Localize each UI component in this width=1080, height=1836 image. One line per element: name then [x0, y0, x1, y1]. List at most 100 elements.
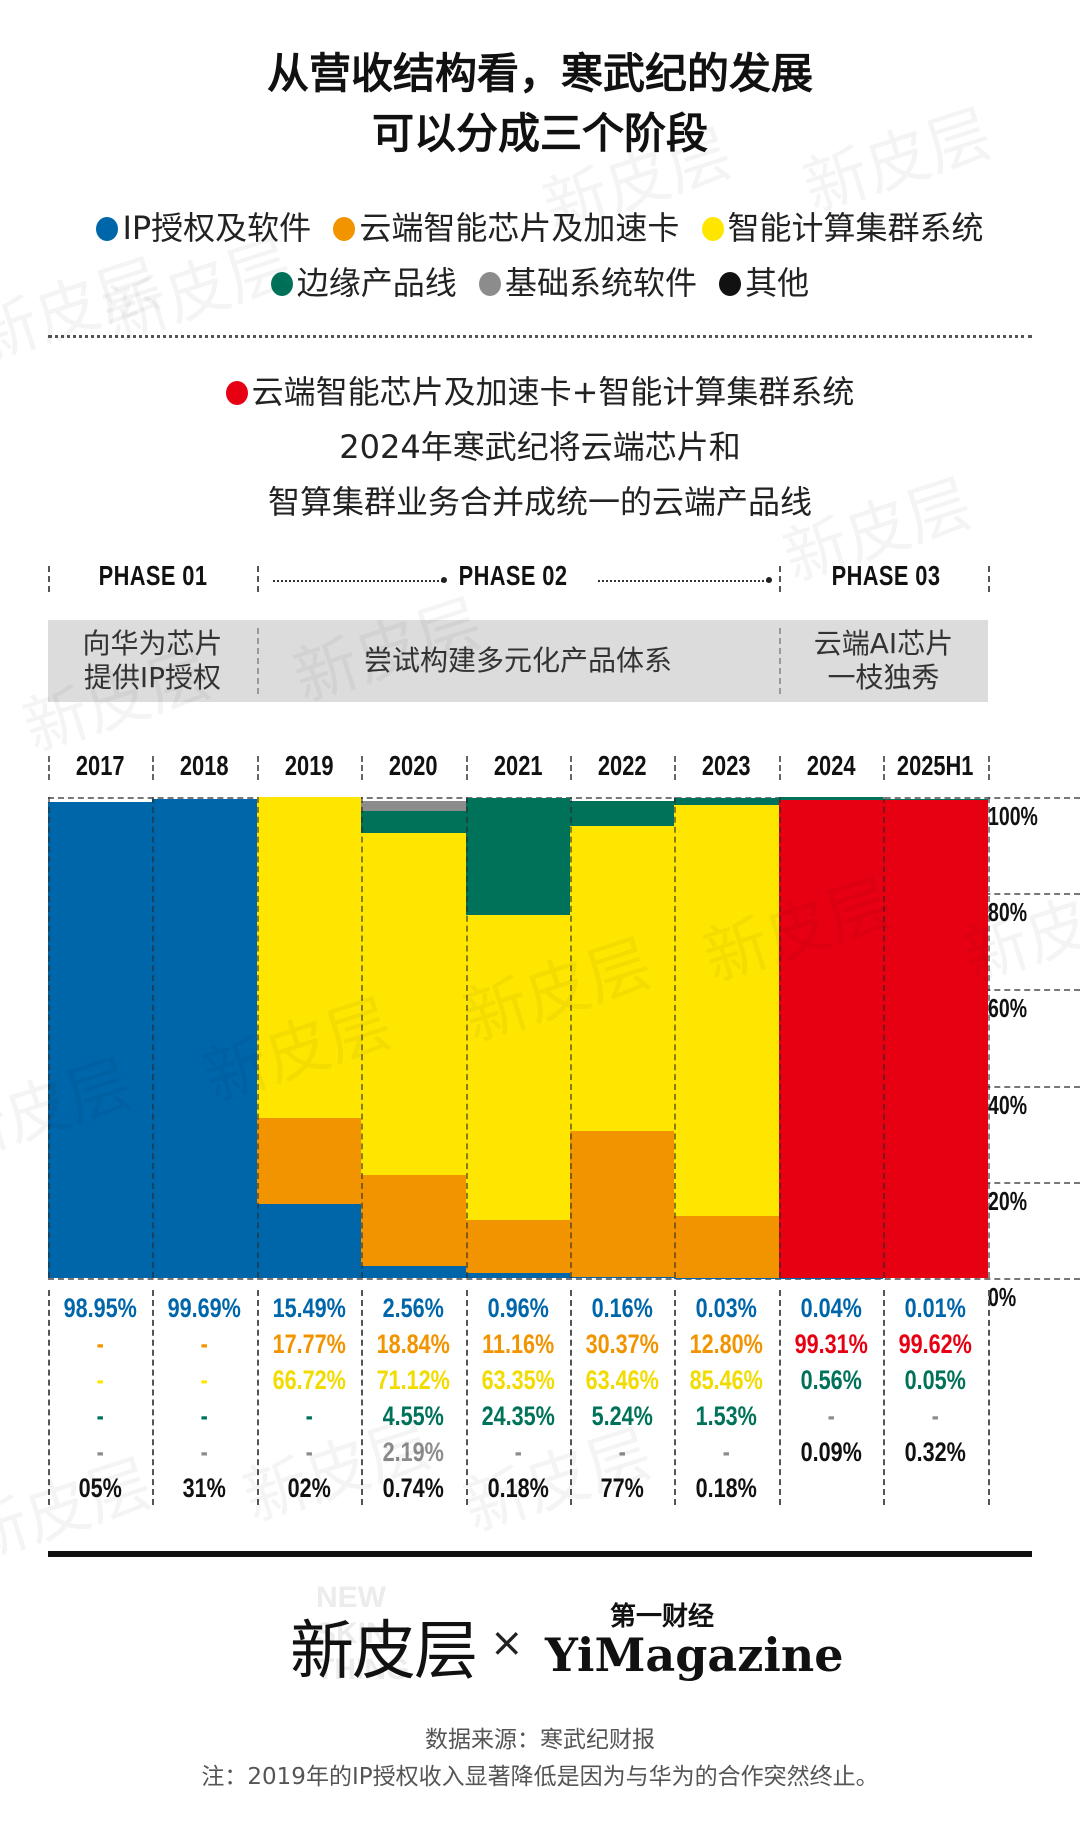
- bar-segment: [674, 805, 779, 1217]
- table-cell: -: [514, 1437, 522, 1467]
- table-column-2019: 15.49% 17.77% 66.72% - - 02%: [257, 1290, 361, 1505]
- bar-segment: [465, 1273, 570, 1278]
- data-source: 数据来源：寒武纪财报: [425, 1727, 655, 1753]
- table-cell: 5.24%: [591, 1401, 653, 1431]
- green-dot-icon: [270, 272, 293, 296]
- year-label: 2017: [75, 750, 125, 781]
- phase-tick: [257, 566, 259, 592]
- new-thing-bg-text: NEW SKIN THING: [316, 1581, 410, 1686]
- table-cell: -: [931, 1401, 939, 1431]
- orange-dot-icon: [333, 217, 356, 241]
- logos: NEW SKIN THING 新皮层 × 第一财经 YiMagazine: [0, 1580, 1080, 1690]
- table-cell: 71.12%: [376, 1365, 451, 1395]
- watermark: 新皮层: [0, 233, 172, 380]
- table-cell: 99.69%: [167, 1293, 242, 1323]
- phase-desc-line: 云端AI芯片: [813, 627, 954, 660]
- table-cell: 0.09%: [800, 1437, 862, 1467]
- merged-label: 云端智能芯片及加速卡+智能计算集群系统: [251, 373, 855, 411]
- phase-02-label: PHASE 02: [458, 560, 568, 591]
- table-cell: 0.56%: [800, 1365, 862, 1395]
- phase-arrow-icon: [598, 577, 772, 583]
- table-cell: 0.96%: [487, 1293, 549, 1323]
- table-cell: 63.35%: [481, 1365, 555, 1395]
- stacked-bar-chart: [48, 797, 1080, 1280]
- table-cell: 30.37%: [585, 1329, 659, 1359]
- table-cell: 0.18%: [487, 1473, 549, 1503]
- year-label: 2022: [597, 750, 647, 781]
- title-line-1: 从营收结构看，寒武纪的发展: [266, 49, 813, 98]
- column-divider: [48, 797, 50, 1278]
- table-divider: [465, 1290, 468, 1505]
- year-label: 2024: [806, 750, 856, 781]
- column-divider: [778, 797, 781, 1278]
- table-column-2020: 2.56% 18.84% 71.12% 4.55% 2.19% 0.74%: [361, 1290, 465, 1505]
- year-tick: [570, 756, 572, 780]
- column-divider: [570, 797, 572, 1278]
- cross-icon: ×: [490, 1620, 524, 1666]
- year-tick: [465, 756, 468, 780]
- table-cell: 77%: [600, 1473, 644, 1503]
- chart-title: 从营收结构看，寒武纪的发展 可以分成三个阶段: [0, 44, 1080, 164]
- bar-segment: [256, 1118, 362, 1204]
- table-column-2022: 0.16% 30.37% 63.46% 5.24% - 77%: [570, 1290, 674, 1505]
- phase-divider: [257, 628, 259, 694]
- bar-2018: [152, 797, 257, 1278]
- bar-segment: [361, 1265, 466, 1278]
- column-divider: [674, 797, 677, 1278]
- phase-01-desc: 向华为芯片 提供IP授权: [48, 620, 257, 702]
- table-cell: 63.46%: [585, 1365, 659, 1395]
- data-table: 98.95% - - - - 05% 99.69% - - - - 31% 15.49% 17.77% 66…: [48, 1290, 990, 1506]
- table-cell: 66.72%: [272, 1365, 346, 1395]
- column-divider: [987, 797, 990, 1278]
- year-tick: [152, 756, 155, 780]
- phase-03-label: PHASE 03: [831, 560, 941, 591]
- table-cell: -: [200, 1401, 209, 1431]
- table-cell: 11.16%: [481, 1329, 554, 1359]
- table-divider: [48, 1290, 50, 1505]
- table-cell: 0.32%: [904, 1437, 967, 1467]
- bar-2022: [570, 797, 675, 1278]
- bar-segment: [361, 1175, 466, 1266]
- table-cell: [894, 1470, 978, 1506]
- y-tick-label: 80%: [988, 897, 1028, 928]
- table-cell: 85.46%: [689, 1365, 764, 1395]
- table-cell: 31%: [182, 1473, 227, 1503]
- legend-label: 基础系统软件: [504, 264, 697, 302]
- phase-tick: [779, 566, 781, 592]
- y-tick-label: 100%: [988, 801, 1038, 831]
- table-cell: -: [722, 1437, 731, 1467]
- table-divider: [987, 1290, 990, 1505]
- year-label: 2020: [389, 750, 438, 781]
- table-cell: 02%: [287, 1473, 331, 1503]
- bar-segment: [674, 1216, 779, 1278]
- year-tick: [987, 756, 990, 780]
- bar-segment: [256, 797, 362, 1119]
- year-tick: [256, 756, 259, 780]
- dotted-divider: [48, 335, 1032, 338]
- gridline: [48, 1278, 1080, 1280]
- year-tick: [361, 756, 364, 780]
- table-divider: [778, 1290, 781, 1505]
- phase-desc-line: 提供IP授权: [83, 661, 222, 694]
- column-divider: [152, 797, 155, 1278]
- x-axis-labels: 2017 2018 2019 2020 2021 2022 2023 2024 2025H1: [48, 750, 990, 786]
- phase-arrow-icon: [273, 577, 447, 583]
- bar-2024: [778, 797, 884, 1278]
- table-cell: 0.16%: [591, 1293, 653, 1323]
- year-tick: [48, 756, 50, 780]
- legend-label: 其他: [745, 264, 810, 302]
- blue-dot-icon: [96, 217, 119, 241]
- column-divider: [883, 797, 886, 1278]
- year-label: 2023: [702, 750, 751, 781]
- bar-segment: [361, 811, 466, 833]
- year-tick: [674, 756, 677, 780]
- bar-segment: [674, 797, 779, 806]
- legend-label: 云端智能芯片及加速卡: [359, 209, 680, 247]
- table-cell: 4.55%: [382, 1401, 445, 1431]
- table-cell: -: [96, 1365, 104, 1395]
- legend-item-cloud-chip: 云端智能芯片及加速卡: [333, 203, 679, 249]
- table-cell: [789, 1470, 873, 1506]
- table-cell: 0.04%: [800, 1293, 862, 1323]
- year-tick: [778, 756, 781, 780]
- table-column-2024: 0.04% 99.31% 0.56% - 0.09%: [779, 1290, 883, 1505]
